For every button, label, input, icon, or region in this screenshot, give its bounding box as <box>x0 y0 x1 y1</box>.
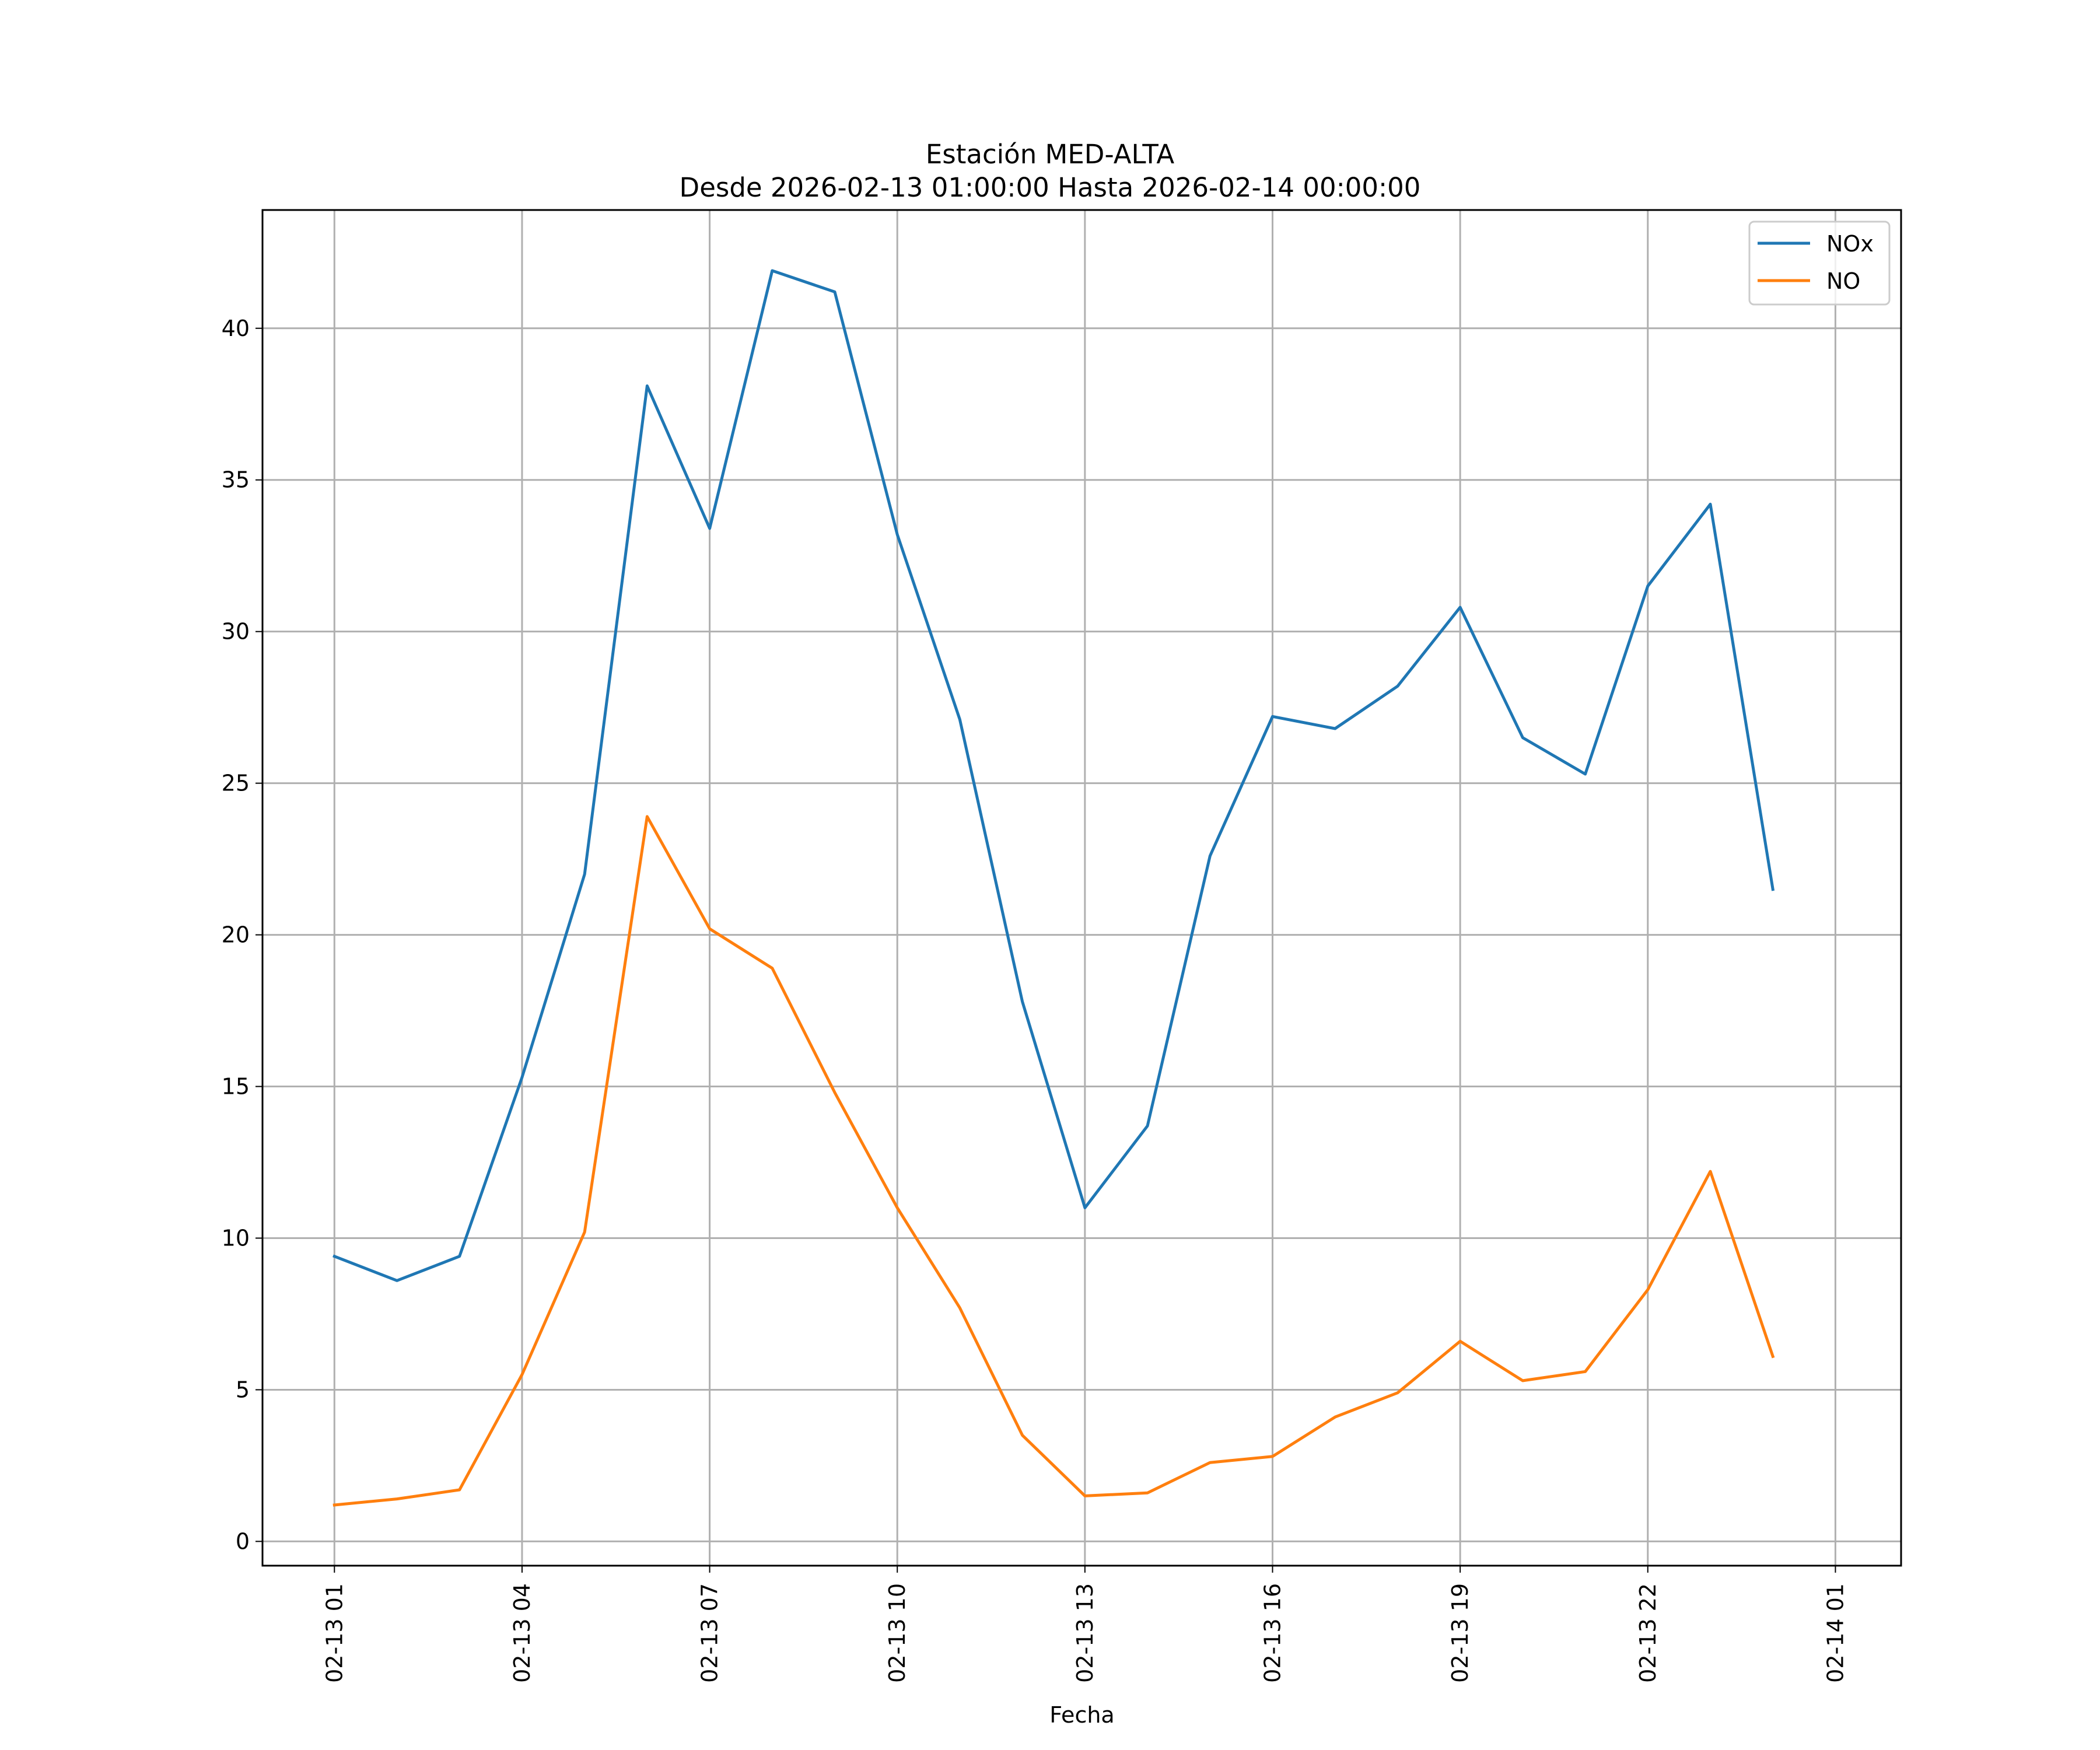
y-tick-label: 35 <box>222 467 250 493</box>
y-tick-label: 15 <box>222 1074 250 1100</box>
x-axis-label: Fecha <box>1049 1702 1114 1728</box>
grid <box>262 210 1901 1566</box>
legend-label-nox: NOx <box>1826 231 1874 257</box>
x-tick-label: 02-13 16 <box>1260 1583 1286 1683</box>
y-axis: 0 5 10 15 20 25 30 35 40 <box>222 316 262 1554</box>
y-tick-label: 20 <box>222 922 250 948</box>
x-tick-label: 02-13 07 <box>697 1583 723 1683</box>
legend-label-no: NO <box>1826 268 1860 294</box>
x-tick-label: 02-13 13 <box>1072 1583 1098 1683</box>
x-tick-label: 02-13 10 <box>884 1583 910 1683</box>
y-tick-label: 25 <box>222 771 250 796</box>
series-layer <box>332 269 1775 1507</box>
chart-title: Estación MED-ALTA <box>926 139 1175 170</box>
y-tick-label: 40 <box>222 316 250 341</box>
x-tick-label: 02-13 04 <box>509 1583 535 1683</box>
series-line-no <box>332 815 1775 1507</box>
axes-frame <box>261 209 1902 1567</box>
x-axis: 02-13 01 02-13 04 02-13 07 02-13 10 02-13 13… <box>321 1566 1848 1683</box>
x-tick-label: 02-13 19 <box>1447 1583 1473 1683</box>
x-tick-label: 02-14 01 <box>1822 1583 1848 1683</box>
y-tick-label: 5 <box>236 1377 250 1402</box>
y-tick-label: 30 <box>222 619 250 645</box>
legend: NOx NO <box>1748 220 1891 306</box>
chart-subtitle: Desde 2026-02-13 01:00:00 Hasta 2026-02-… <box>680 172 1421 203</box>
y-tick-label: 10 <box>222 1225 250 1251</box>
x-tick-label: 02-13 22 <box>1635 1583 1661 1683</box>
x-tick-label: 02-13 01 <box>321 1583 347 1683</box>
series-line-nox <box>332 269 1775 1282</box>
y-tick-label: 0 <box>236 1528 250 1554</box>
